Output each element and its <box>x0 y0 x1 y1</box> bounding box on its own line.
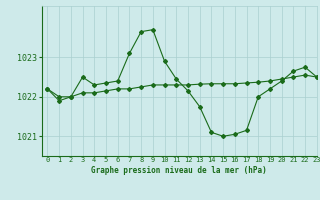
X-axis label: Graphe pression niveau de la mer (hPa): Graphe pression niveau de la mer (hPa) <box>91 166 267 175</box>
